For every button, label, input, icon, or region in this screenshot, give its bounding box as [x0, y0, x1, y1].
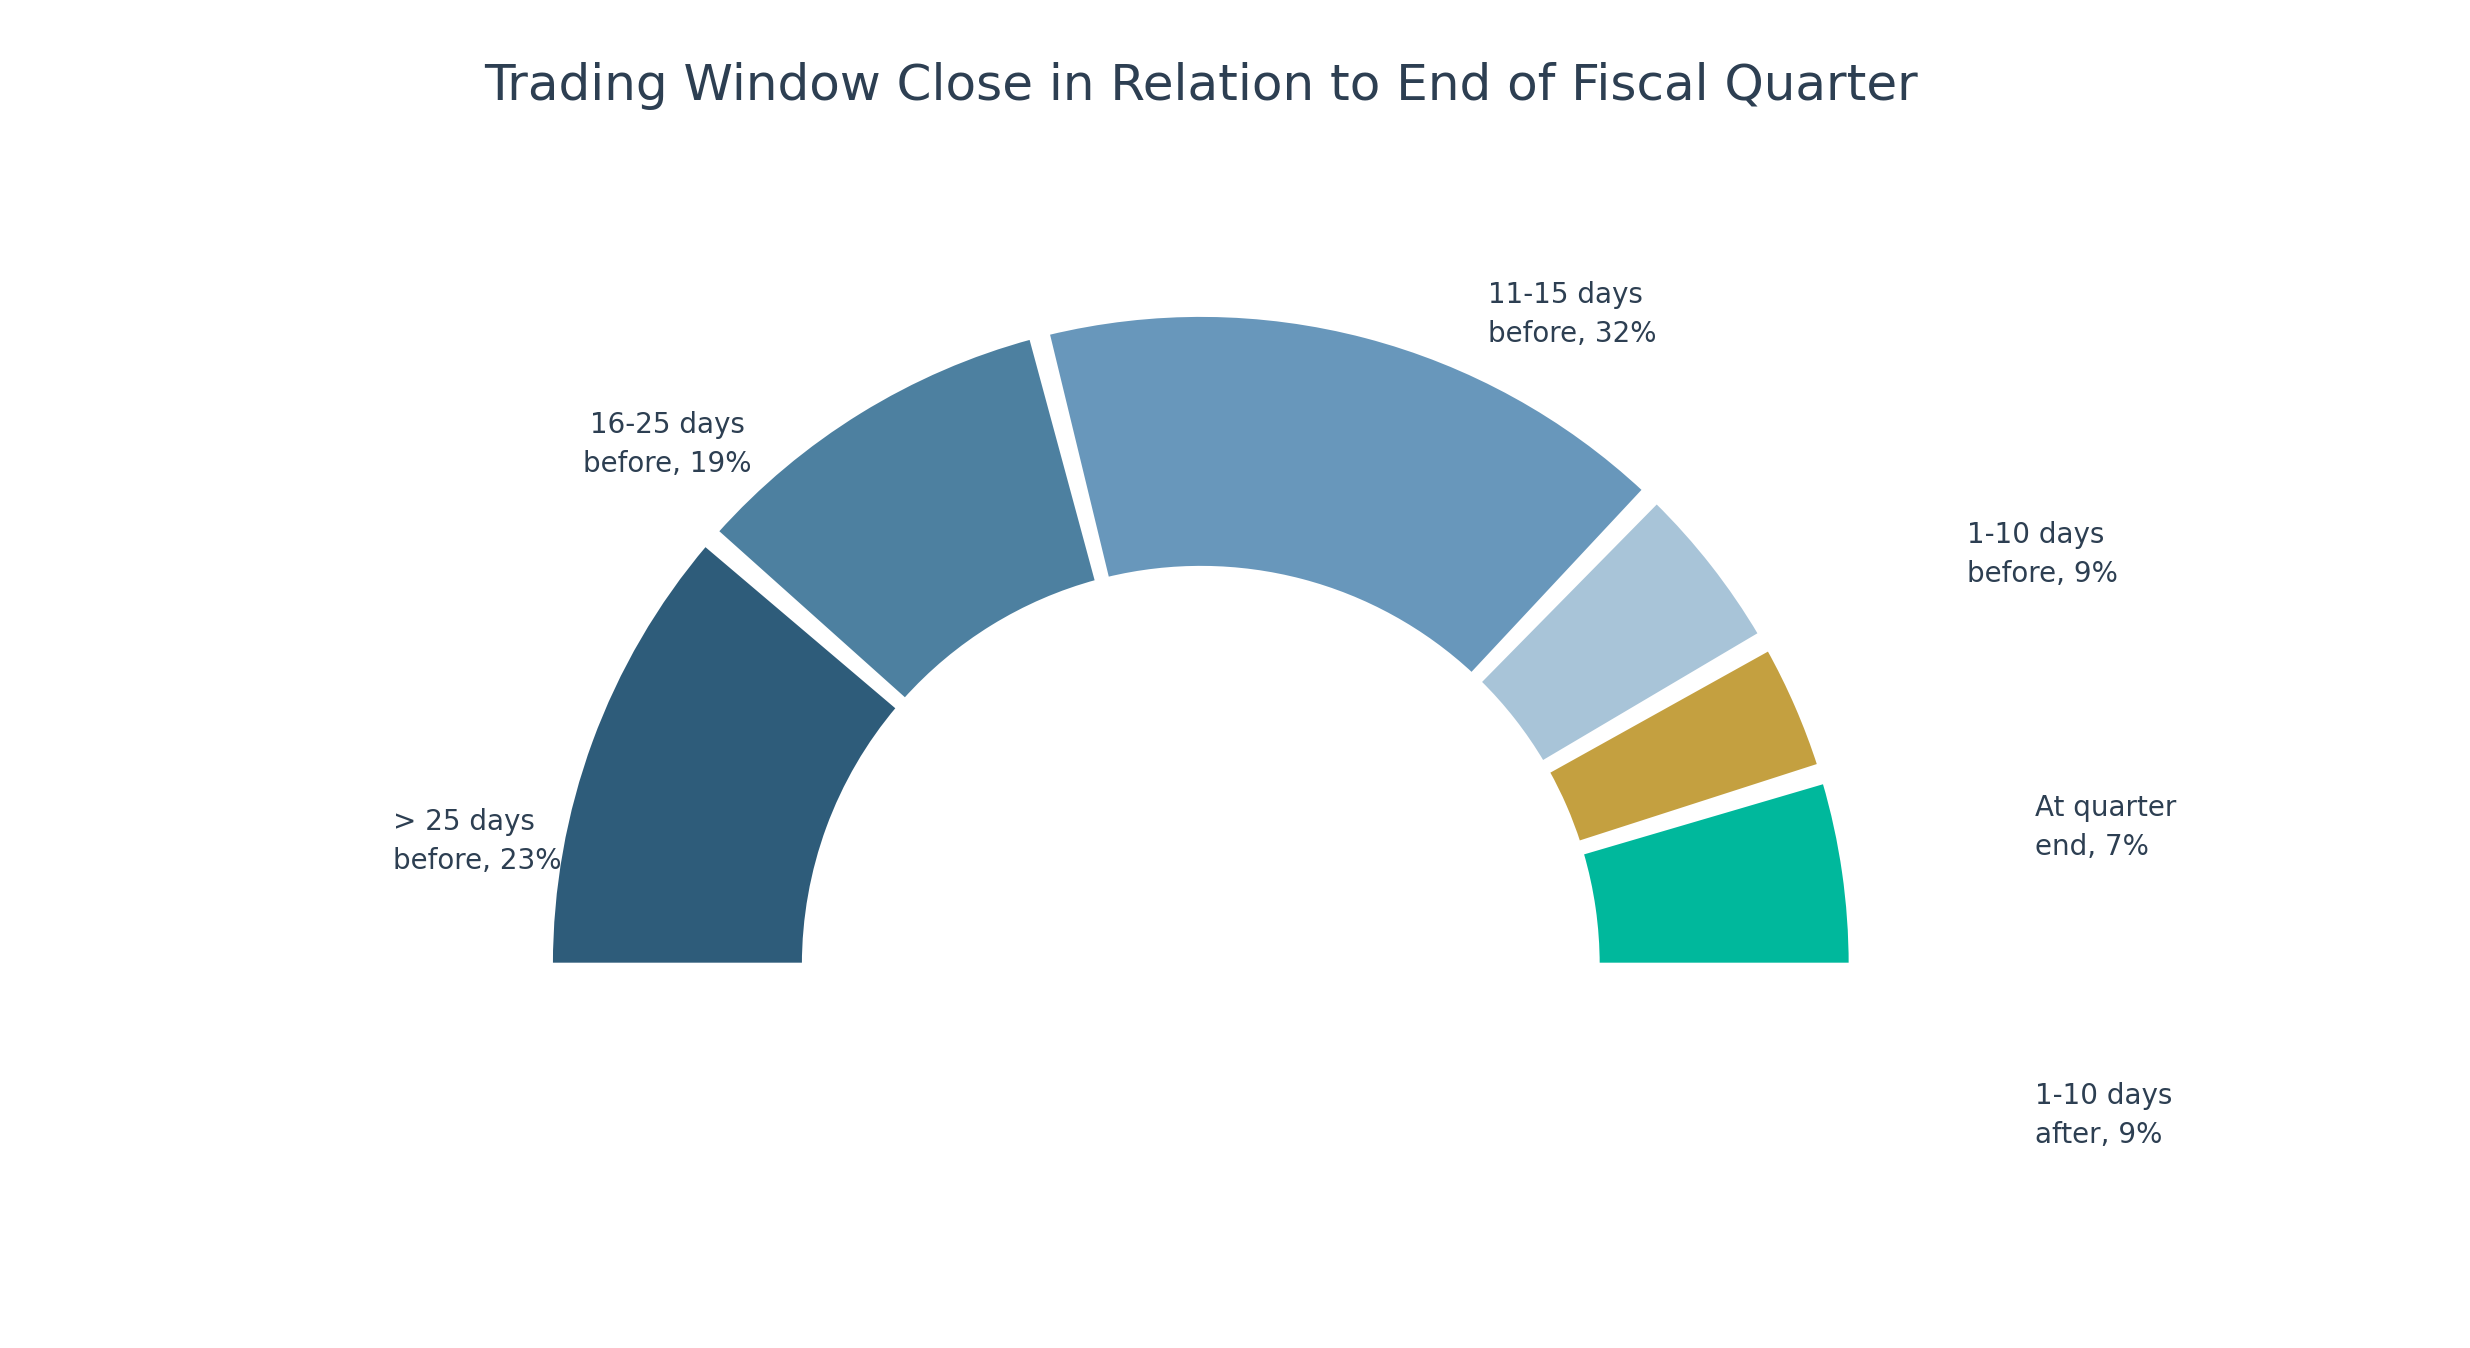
- Text: 16-25 days
before, 19%: 16-25 days before, 19%: [583, 411, 751, 479]
- Wedge shape: [1480, 501, 1761, 763]
- Wedge shape: [1047, 315, 1645, 675]
- Text: At quarter
end, 7%: At quarter end, 7%: [2035, 794, 2176, 861]
- Wedge shape: [1549, 648, 1820, 842]
- Text: 1-10 days
after, 9%: 1-10 days after, 9%: [2035, 1082, 2174, 1148]
- Text: 1-10 days
before, 9%: 1-10 days before, 9%: [1966, 520, 2117, 588]
- Wedge shape: [1581, 782, 1850, 965]
- Text: > 25 days
before, 23%: > 25 days before, 23%: [393, 807, 563, 875]
- Text: 11-15 days
before, 32%: 11-15 days before, 32%: [1487, 282, 1657, 348]
- Wedge shape: [551, 545, 899, 965]
- Text: Trading Window Close in Relation to End of Fiscal Quarter: Trading Window Close in Relation to End …: [484, 62, 1917, 109]
- Wedge shape: [716, 337, 1097, 700]
